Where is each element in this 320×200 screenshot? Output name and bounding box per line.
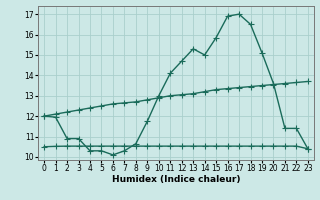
X-axis label: Humidex (Indice chaleur): Humidex (Indice chaleur)	[112, 175, 240, 184]
